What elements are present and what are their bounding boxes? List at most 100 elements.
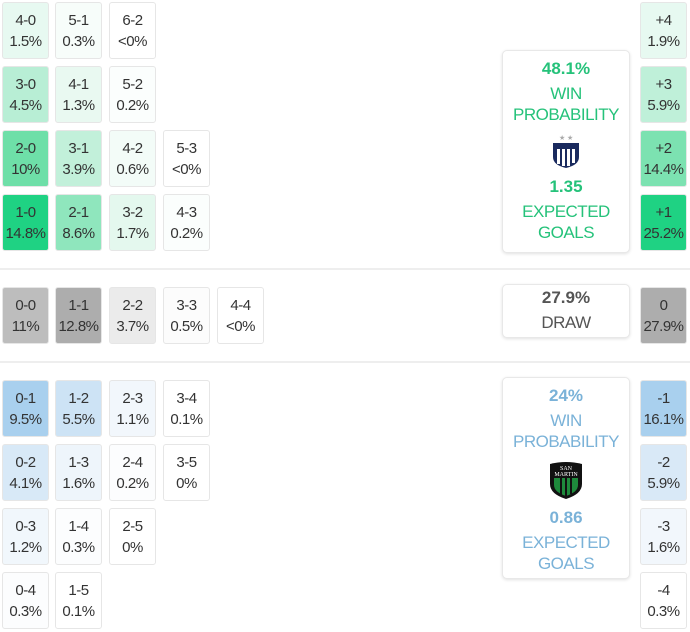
score-prob: 12.8%: [58, 318, 99, 335]
score-prob: 0.1%: [62, 603, 95, 620]
talleres-crest-icon: ★ ★: [553, 134, 579, 168]
away-win-label: WIN PROBABILITY: [513, 411, 619, 451]
margin-prob: 0.3%: [647, 603, 680, 620]
margin-cell-minus3: -3 1.6%: [640, 508, 687, 565]
score-cell-1-3: 1-3 1.6%: [55, 444, 102, 501]
margin-label: -4: [657, 582, 670, 599]
score-label: 4-1: [68, 76, 89, 93]
margin-label: -1: [657, 390, 670, 407]
score-label: 4-2: [122, 140, 143, 157]
score-cell-2-4: 2-4 0.2%: [109, 444, 156, 501]
margin-cell-minus2: -2 5.9%: [640, 444, 687, 501]
score-label: 4-3: [176, 204, 197, 221]
score-prob: 3.7%: [116, 318, 149, 335]
margin-prob: 27.9%: [643, 318, 684, 335]
score-cell-3-0: 3-0 4.5%: [2, 66, 49, 123]
score-prob: 1.2%: [9, 539, 42, 556]
score-cell-3-2: 3-2 1.7%: [109, 194, 156, 251]
score-prob: 1.5%: [9, 33, 42, 50]
score-cell-0-1: 0-1 9.5%: [2, 380, 49, 437]
svg-text:★: ★: [567, 134, 573, 142]
score-label: 3-1: [68, 140, 89, 157]
home-win-card: 48.1% WIN PROBABILITY ★ ★ 1.35 EXPECTED G…: [502, 50, 630, 253]
score-prob: 0.6%: [116, 161, 149, 178]
home-win-probability: 48.1%: [541, 59, 591, 78]
margin-label: -2: [657, 454, 670, 471]
score-cell-4-3: 4-3 0.2%: [163, 194, 210, 251]
score-cell-5-1: 5-1 0.3%: [55, 2, 102, 59]
score-label: 2-2: [122, 297, 143, 314]
score-prob: 10%: [11, 161, 40, 178]
score-cell-0-0: 0-0 11%: [2, 287, 49, 344]
score-prob: 0.3%: [62, 539, 95, 556]
score-cell-1-5: 1-5 0.1%: [55, 572, 102, 629]
score-prob: 11%: [11, 318, 40, 335]
margin-prob: 16.1%: [643, 411, 684, 428]
score-cell-3-4: 3-4 0.1%: [163, 380, 210, 437]
score-label: 5-3: [176, 140, 197, 157]
margin-label: -3: [657, 518, 670, 535]
score-cell-2-3: 2-3 1.1%: [109, 380, 156, 437]
margin-cell-plus2: +2 14.4%: [640, 130, 687, 187]
score-prob: 0.3%: [62, 33, 95, 50]
score-cell-4-0: 4-0 1.5%: [2, 2, 49, 59]
svg-text:SAN: SAN: [560, 466, 573, 472]
score-label: 2-1: [68, 204, 89, 221]
score-cell-4-4: 4-4 <0%: [217, 287, 264, 344]
score-label: 1-1: [68, 297, 89, 314]
score-label: 2-0: [15, 140, 36, 157]
score-cell-1-1: 1-1 12.8%: [55, 287, 102, 344]
score-label: 1-3: [68, 454, 89, 471]
divider-bottom: [0, 361, 690, 363]
score-label: 6-2: [122, 12, 143, 29]
margin-label: +2: [655, 140, 672, 157]
score-prob: 3.9%: [62, 161, 95, 178]
score-prob: <0%: [226, 318, 255, 335]
score-label: 0-2: [15, 454, 36, 471]
margin-cell-minus1: -1 16.1%: [640, 380, 687, 437]
divider-top: [0, 268, 690, 270]
score-prob: 9.5%: [9, 411, 42, 428]
score-prob: 14.8%: [5, 225, 46, 242]
away-expected-goals: 0.86: [549, 508, 583, 527]
score-cell-1-4: 1-4 0.3%: [55, 508, 102, 565]
score-label: 3-5: [176, 454, 197, 471]
score-cell-4-1: 4-1 1.3%: [55, 66, 102, 123]
score-prob: 1.3%: [62, 97, 95, 114]
score-label: 3-2: [122, 204, 143, 221]
score-prob: 0.2%: [170, 225, 203, 242]
margin-label: +3: [655, 76, 672, 93]
score-label: 1-5: [68, 582, 89, 599]
score-label: 0-4: [15, 582, 36, 599]
score-cell-2-0: 2-0 10%: [2, 130, 49, 187]
score-prob: 1.1%: [116, 411, 149, 428]
score-prob: 0%: [176, 475, 197, 492]
score-cell-4-2: 4-2 0.6%: [109, 130, 156, 187]
score-prob: 0.5%: [170, 318, 203, 335]
home-expected-goals: 1.35: [549, 177, 583, 196]
score-label: 2-5: [122, 518, 143, 535]
margin-prob: 14.4%: [643, 161, 684, 178]
score-label: 2-4: [122, 454, 143, 471]
score-label: 3-0: [15, 76, 36, 93]
score-cell-0-4: 0-4 0.3%: [2, 572, 49, 629]
score-label: 5-1: [68, 12, 89, 29]
margin-label: +1: [655, 204, 672, 221]
score-prob: 1.7%: [116, 225, 149, 242]
margin-cell-plus4: +4 1.9%: [640, 2, 687, 59]
score-prob: 4.1%: [9, 475, 42, 492]
margin-cell-plus3: +3 5.9%: [640, 66, 687, 123]
score-label: 0-0: [15, 297, 36, 314]
score-cell-3-5: 3-5 0%: [163, 444, 210, 501]
score-label: 4-4: [230, 297, 251, 314]
margin-cell-minus4: -4 0.3%: [640, 572, 687, 629]
score-label: 3-4: [176, 390, 197, 407]
score-label: 1-0: [15, 204, 36, 221]
draw-label: DRAW: [541, 313, 591, 332]
margin-prob: 5.9%: [647, 97, 680, 114]
margin-prob: 5.9%: [647, 475, 680, 492]
draw-probability: 27.9%: [541, 288, 591, 307]
score-cell-2-5: 2-5 0%: [109, 508, 156, 565]
home-xg-label: EXPECTED GOALS: [522, 202, 610, 242]
score-cell-2-2: 2-2 3.7%: [109, 287, 156, 344]
